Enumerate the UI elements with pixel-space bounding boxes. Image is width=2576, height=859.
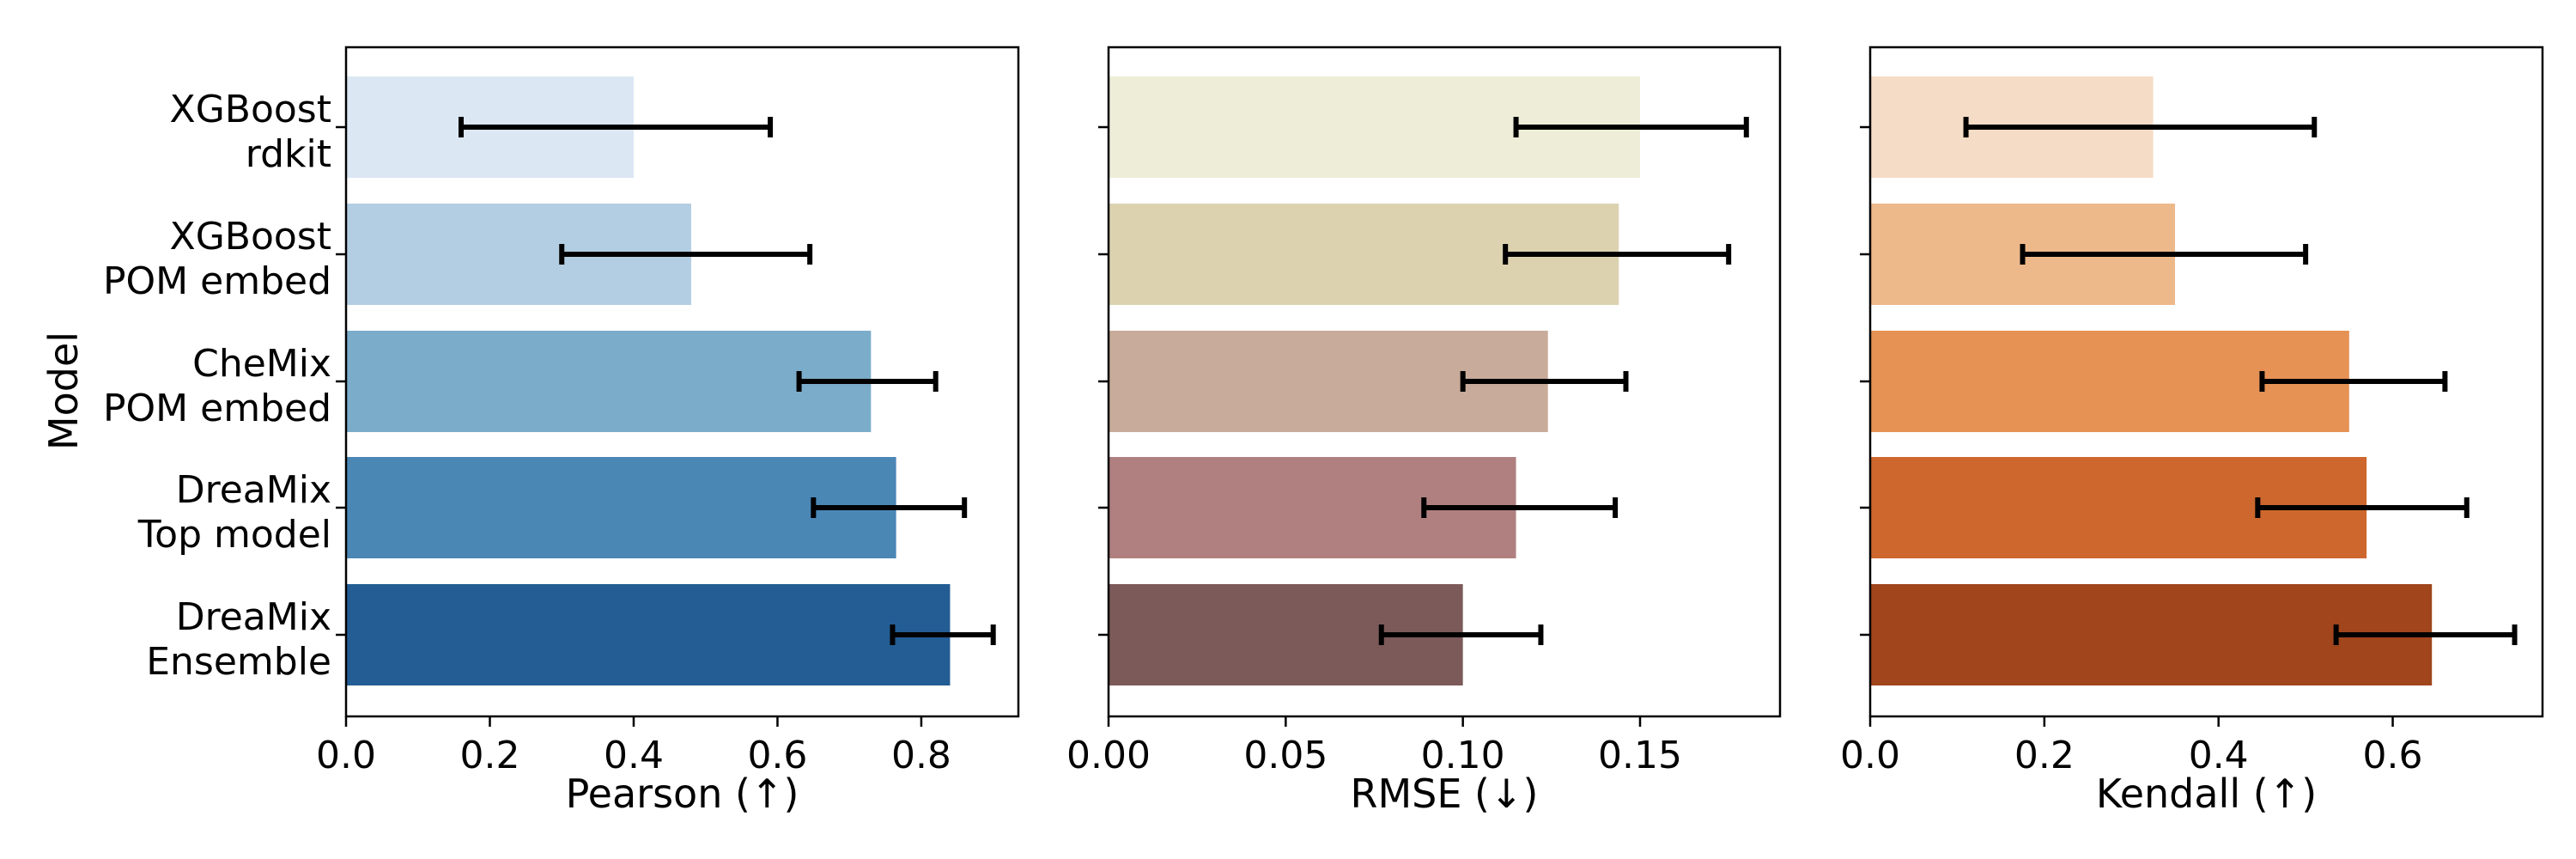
bar — [346, 584, 951, 685]
bar — [346, 331, 872, 432]
x-axis-label: Pearson (↑) — [566, 771, 799, 817]
x-tick-label: 0.6 — [747, 734, 807, 777]
x-tick-label: 0.0 — [316, 734, 376, 777]
category-label-line1: CheMix — [192, 342, 331, 386]
bar — [346, 457, 896, 558]
x-tick-label: 0.6 — [2363, 734, 2423, 777]
x-tick-label: 0.00 — [1066, 734, 1151, 777]
x-axis-label: Kendall (↑) — [2096, 771, 2317, 817]
x-tick-label: 0.2 — [459, 734, 519, 777]
category-label-line2: POM embed — [103, 259, 331, 303]
category-label-line2: Top model — [137, 513, 331, 557]
x-tick-label: 0.4 — [2189, 734, 2249, 777]
x-tick-label: 0.2 — [2014, 734, 2075, 777]
x-tick-label: 0.4 — [604, 734, 664, 777]
x-tick-label: 0.10 — [1421, 734, 1505, 777]
category-label-line2: Ensemble — [146, 640, 331, 684]
y-axis-label: Model — [40, 332, 87, 450]
x-axis-label: RMSE (↓) — [1351, 771, 1539, 817]
category-label-line2: POM embed — [103, 387, 331, 430]
x-tick-label: 0.15 — [1598, 734, 1682, 777]
category-label-line2: rdkit — [246, 132, 331, 176]
category-label-line1: XGBoost — [170, 88, 331, 131]
category-label-line1: DreaMix — [176, 595, 331, 639]
category-label-line1: XGBoost — [170, 215, 331, 259]
x-tick-label: 0.0 — [1840, 734, 1900, 777]
x-tick-label: 0.05 — [1243, 734, 1327, 777]
x-tick-label: 0.8 — [891, 734, 951, 777]
category-label-line1: DreaMix — [176, 468, 331, 512]
